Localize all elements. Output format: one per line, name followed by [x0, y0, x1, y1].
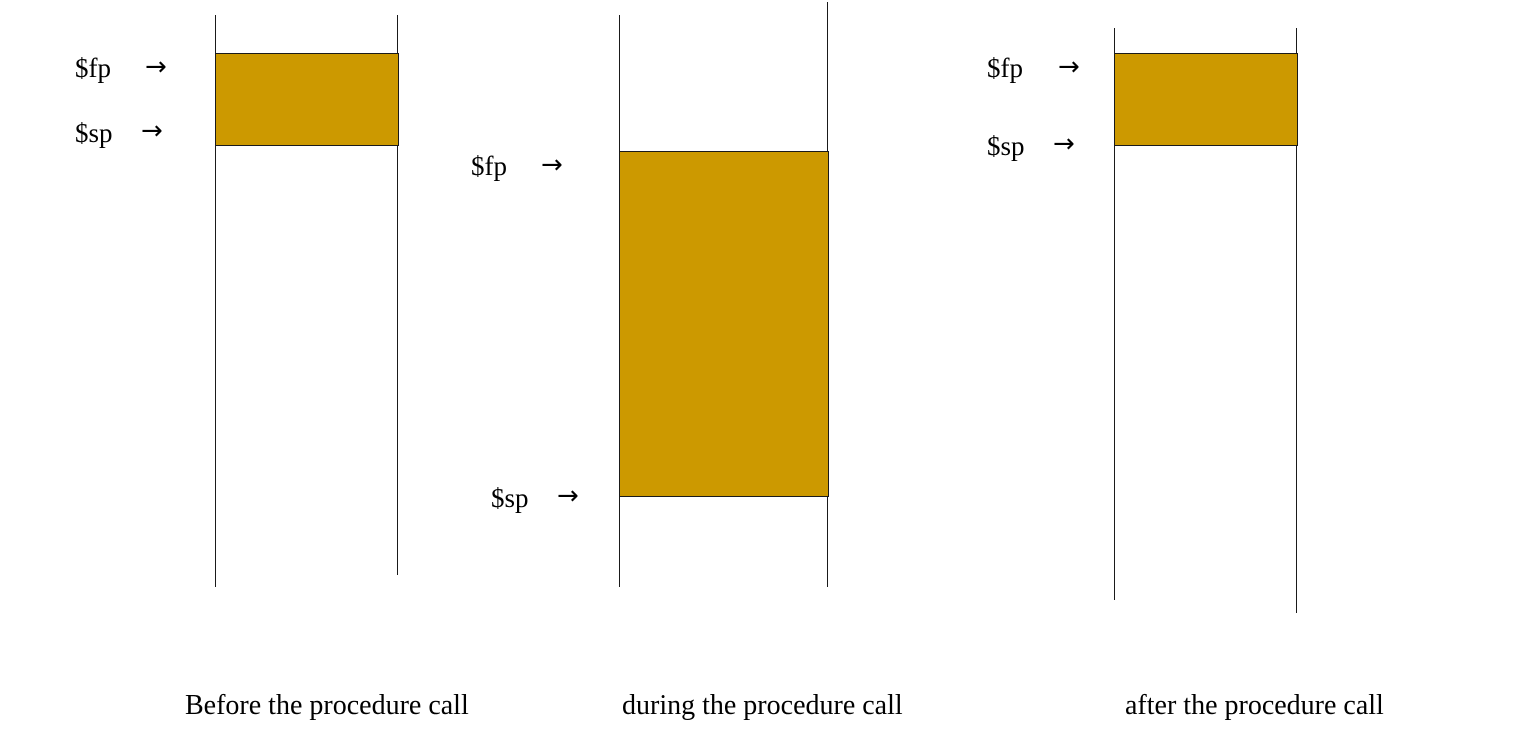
- fp-label: $fp: [987, 53, 1023, 83]
- sp-label: $sp: [987, 131, 1025, 161]
- sp-label: $sp: [75, 118, 113, 148]
- callee-stack-frame: [619, 151, 829, 497]
- stack-left-edge: [215, 15, 216, 587]
- panel-caption: after the procedure call: [1125, 690, 1384, 721]
- stack-left-edge: [1114, 28, 1115, 600]
- sp-label: $sp: [491, 483, 529, 513]
- stack-right-edge: [397, 15, 398, 575]
- panel-caption: during the procedure call: [622, 690, 903, 721]
- caller-stack-frame: [215, 53, 399, 146]
- sp-arrow-icon: →: [141, 116, 163, 146]
- fp-arrow-icon: →: [1058, 52, 1080, 82]
- fp-arrow-icon: →: [541, 150, 563, 180]
- fp-label: $fp: [75, 53, 111, 83]
- panel-caption: Before the procedure call: [185, 690, 469, 721]
- stack-right-edge: [1296, 28, 1297, 613]
- caller-stack-frame: [1114, 53, 1298, 146]
- sp-arrow-icon: →: [1053, 129, 1075, 159]
- sp-arrow-icon: →: [557, 481, 579, 511]
- fp-arrow-icon: →: [145, 52, 167, 82]
- fp-label: $fp: [471, 151, 507, 181]
